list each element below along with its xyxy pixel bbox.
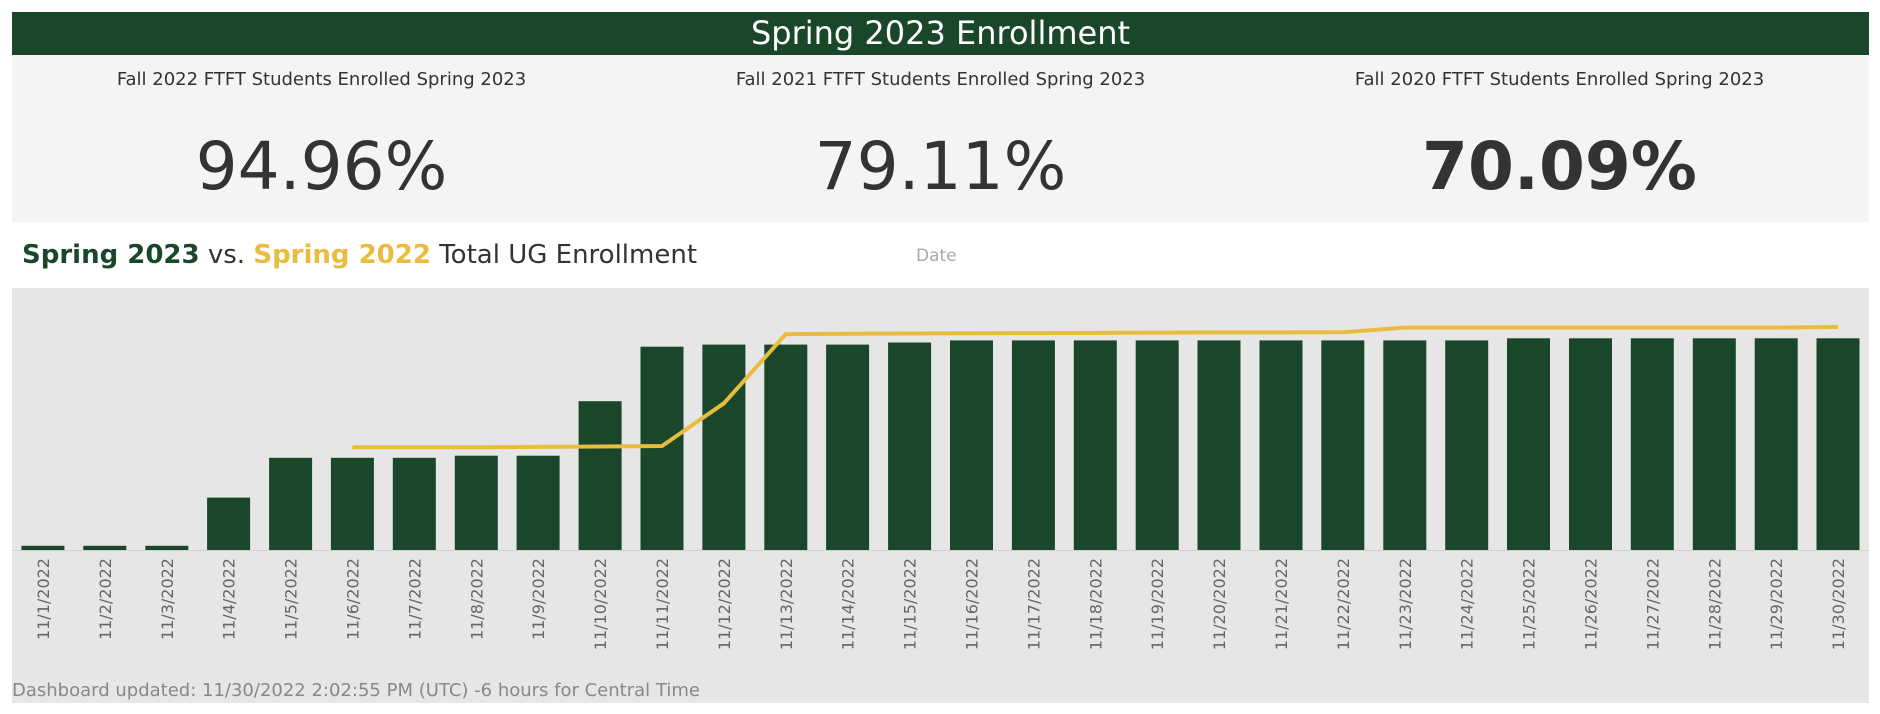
x-tick-label: 11/16/2022 [963,558,982,650]
x-tick-label: 11/9/2022 [529,558,548,640]
bar-11/14/2022[interactable] [826,344,870,550]
kpi-label: Fall 2022 FTFT Students Enrolled Spring … [116,69,527,90]
dashboard-title: Spring 2023 Enrollment [12,12,1869,55]
x-tick-label: 11/1/2022 [34,558,53,640]
bar-11/16/2022[interactable] [950,340,993,550]
x-tick-label: 11/22/2022 [1334,558,1353,650]
x-tick-label: 11/17/2022 [1024,558,1043,650]
bar-11/5/2022[interactable] [269,457,313,550]
x-tick-label: 11/13/2022 [777,558,796,650]
chart-area: 11/1/2022 11/2/2022 11/3/2022 11/4/2022 11/5… [12,288,1869,703]
x-tick-label: 11/21/2022 [1272,558,1291,650]
bar-11/28/2022[interactable] [1692,338,1736,550]
bar-11/1/2022[interactable] [21,545,65,550]
bar-11/25/2022[interactable] [1507,338,1550,550]
x-tick-label: 11/19/2022 [1148,558,1167,650]
x-tick-label: 11/14/2022 [839,558,858,650]
x-tick-label: 11/11/2022 [653,558,672,650]
x-tick-label: 11/10/2022 [591,558,610,650]
x-tick-label: 11/26/2022 [1582,558,1601,650]
bar-11/10/2022[interactable] [578,401,622,550]
x-tick-label: 11/2/2022 [96,558,115,640]
chart-title-spring-2023: Spring 2023 [22,240,200,270]
x-tick-label: 11/15/2022 [901,558,920,650]
x-tick-label: 11/18/2022 [1086,558,1105,650]
chart-title-spring-2022: Spring 2022 [253,240,431,270]
bar-11/22/2022[interactable] [1321,340,1365,550]
bar-11/15/2022[interactable] [888,342,932,551]
x-tick-label: 11/30/2022 [1829,558,1848,650]
bar-11/30/2022[interactable] [1816,338,1860,550]
x-tick-label: 11/23/2022 [1396,558,1415,650]
kpi-fall-2022: Fall 2022 FTFT Students Enrolled Spring … [12,55,631,222]
x-tick-label: 11/25/2022 [1520,558,1539,650]
bar-11/6/2022[interactable] [330,457,374,550]
x-tick-label: 11/27/2022 [1643,558,1662,650]
bar-11/12/2022[interactable] [702,344,746,550]
kpi-fall-2020: Fall 2020 FTFT Students Enrolled Spring … [1250,55,1869,222]
kpi-value: 70.09% [1422,128,1697,205]
bar-11/18/2022[interactable] [1073,340,1117,550]
x-tick-label: 11/20/2022 [1210,558,1229,650]
x-tick-label: 11/29/2022 [1767,558,1786,650]
x-tick-label: 11/12/2022 [715,558,734,650]
kpi-value: 79.11% [814,128,1067,205]
bar-11/17/2022[interactable] [1011,340,1055,550]
x-tick-label: 11/5/2022 [282,558,301,640]
enrollment-chart: 11/1/2022 11/2/2022 11/3/2022 11/4/2022 11/5… [12,325,1869,650]
x-tick-label: 11/3/2022 [158,558,177,640]
x-tick-label: 11/8/2022 [467,558,486,640]
kpi-label: Fall 2020 FTFT Students Enrolled Spring … [1354,69,1765,90]
kpi-fall-2021: Fall 2021 FTFT Students Enrolled Spring … [631,55,1250,222]
dashboard-updated-note: Dashboard updated: 11/30/2022 2:02:55 PM… [12,680,700,701]
bar-11/27/2022[interactable] [1630,338,1674,550]
x-tick-label: 11/6/2022 [343,558,362,640]
bar-11/2/2022[interactable] [83,545,127,550]
x-tick-label: 11/4/2022 [220,558,239,640]
bar-11/29/2022[interactable] [1754,338,1798,550]
chart-title-vs: vs. [199,240,254,270]
bar-11/8/2022[interactable] [454,455,498,550]
bar-11/9/2022[interactable] [516,455,560,550]
bar-11/19/2022[interactable] [1135,340,1179,550]
chart-title: Spring 2023 vs. Spring 2022 Total UG Enr… [22,240,697,270]
bar-11/4/2022[interactable] [207,497,251,550]
chart-title-suffix: Total UG Enrollment [430,240,698,270]
bar-11/23/2022[interactable] [1383,340,1427,550]
kpi-value: 94.96% [195,128,448,205]
x-tick-label: 11/24/2022 [1458,558,1477,650]
bar-11/24/2022[interactable] [1445,340,1489,550]
kpi-label: Fall 2021 FTFT Students Enrolled Spring … [735,69,1146,90]
spring-2022-line[interactable] [352,325,1839,450]
bar-11/21/2022[interactable] [1259,340,1303,550]
bar-11/20/2022[interactable] [1197,340,1241,550]
x-tick-label: 11/7/2022 [405,558,424,640]
kpi-panel: Fall 2022 FTFT Students Enrolled Spring … [12,55,1869,222]
bar-11/3/2022[interactable] [145,545,189,550]
bar-11/11/2022[interactable] [640,346,684,550]
date-axis-label: Date [916,246,957,266]
bar-11/26/2022[interactable] [1569,338,1612,550]
bar-11/13/2022[interactable] [764,344,808,550]
bar-11/7/2022[interactable] [392,457,436,550]
x-tick-label: 11/28/2022 [1705,558,1724,650]
